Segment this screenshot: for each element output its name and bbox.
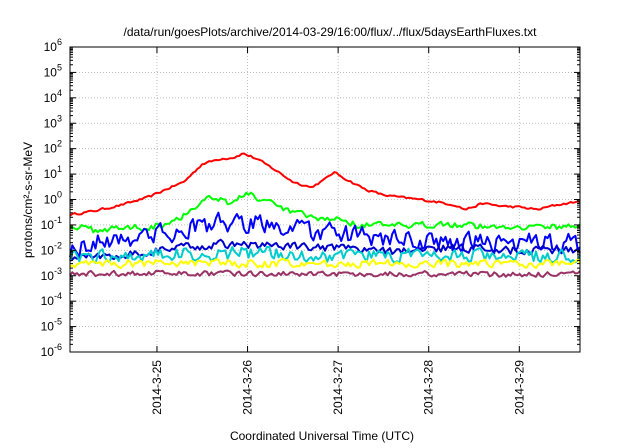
x-tick-label: 2014-3-29 bbox=[512, 360, 526, 415]
flux-series-line bbox=[69, 191, 581, 234]
x-tick-label: 2014-3-26 bbox=[241, 360, 255, 415]
y-tick-label: 10-4 bbox=[41, 291, 62, 308]
y-tick-label: 101 bbox=[44, 164, 62, 181]
grid bbox=[70, 47, 580, 352]
y-tick-label: 10-3 bbox=[41, 266, 62, 283]
x-tick-label: 2014-3-28 bbox=[422, 360, 436, 415]
flux-series-line bbox=[69, 152, 581, 217]
x-tick-label: 2014-3-25 bbox=[150, 360, 164, 415]
chart-title: /data/run/goesPlots/archive/2014-03-29/1… bbox=[124, 25, 538, 39]
y-tick-label: 100 bbox=[44, 190, 62, 207]
y-tick-label: 10-1 bbox=[41, 215, 62, 232]
flux-series-line bbox=[69, 211, 581, 258]
ticks: 10-6 10-5 10-4 10-3 10-2 10-1 100 101 102 103 104 1… bbox=[41, 37, 580, 415]
series-layer bbox=[69, 152, 581, 278]
x-tick-label: 2014-3-27 bbox=[331, 360, 345, 415]
flux-series-line bbox=[69, 269, 581, 278]
flux-series-line bbox=[69, 257, 581, 270]
y-tick-label: 10-6 bbox=[41, 342, 62, 359]
y-tick-label: 10-5 bbox=[41, 317, 62, 334]
y-axis-label: protons/cm²-s-sr-MeV bbox=[21, 142, 35, 258]
y-tick-label: 104 bbox=[44, 88, 62, 105]
y-tick-label: 103 bbox=[44, 113, 62, 130]
y-tick-label: 102 bbox=[44, 139, 62, 156]
x-axis-label: Coordinated Universal Time (UTC) bbox=[230, 429, 414, 443]
y-tick-label: 105 bbox=[44, 62, 62, 79]
y-tick-label: 106 bbox=[44, 37, 62, 54]
y-tick-label: 10-2 bbox=[41, 240, 62, 257]
flux-series-line bbox=[69, 245, 581, 265]
